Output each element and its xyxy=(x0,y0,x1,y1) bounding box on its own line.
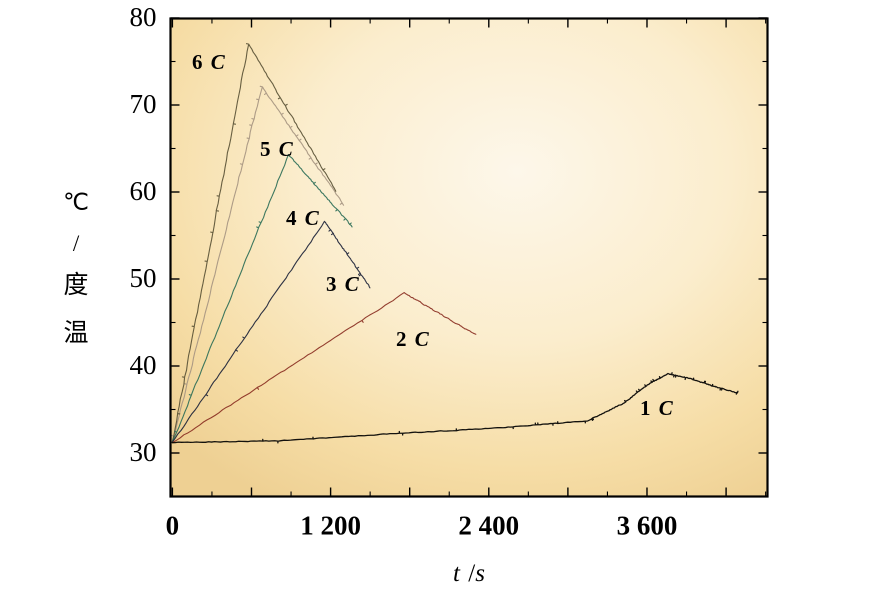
svg-text:度: 度 xyxy=(63,271,88,299)
svg-text:℃: ℃ xyxy=(63,190,89,215)
svg-text:50: 50 xyxy=(130,263,157,293)
svg-text:6 C: 6 C xyxy=(192,50,226,74)
svg-text:3 600: 3 600 xyxy=(617,511,678,541)
svg-text:1 C: 1 C xyxy=(640,396,674,420)
svg-text:4 C: 4 C xyxy=(286,206,320,230)
svg-text:5 C: 5 C xyxy=(260,137,294,161)
svg-text:t /s: t /s xyxy=(453,560,485,587)
svg-text:1 200: 1 200 xyxy=(300,511,361,541)
svg-text:2 400: 2 400 xyxy=(458,511,519,541)
svg-text:3 C: 3 C xyxy=(326,272,360,296)
svg-text:80: 80 xyxy=(130,2,157,32)
svg-text:0: 0 xyxy=(166,511,180,541)
svg-text:70: 70 xyxy=(130,89,157,119)
svg-text:30: 30 xyxy=(130,437,157,467)
svg-text:2 C: 2 C xyxy=(396,327,430,351)
svg-text:60: 60 xyxy=(130,176,157,206)
svg-text:温: 温 xyxy=(63,320,88,347)
svg-text:/: / xyxy=(73,231,80,256)
svg-text:40: 40 xyxy=(130,350,157,380)
